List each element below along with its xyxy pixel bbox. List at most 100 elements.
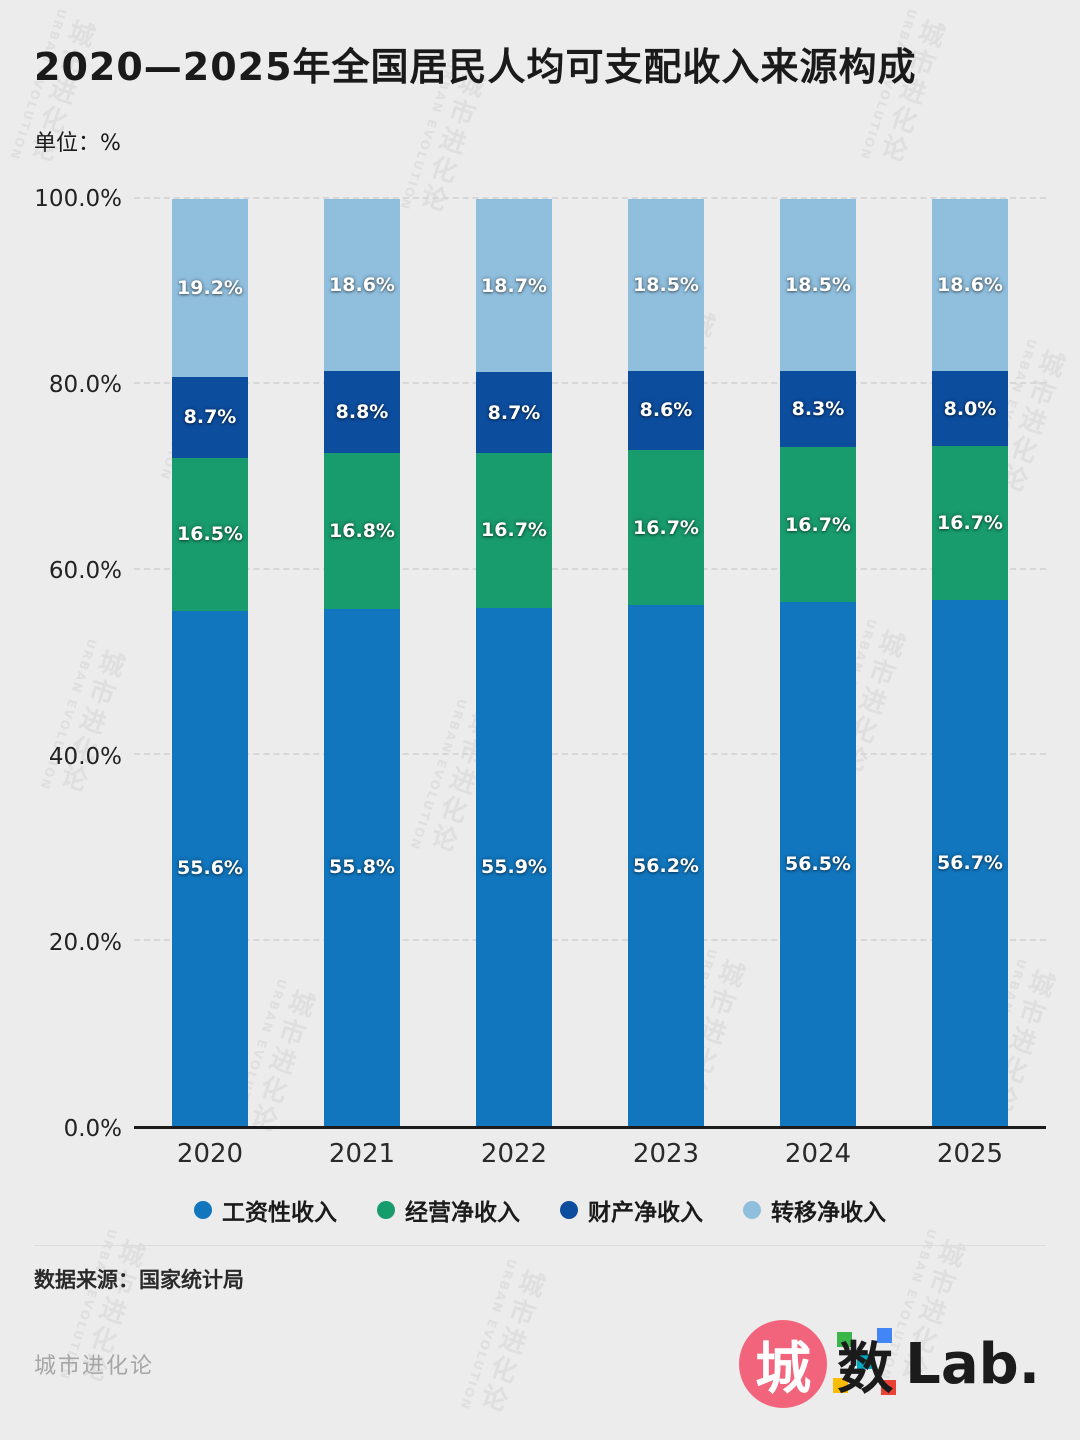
bar-segment-value: 18.7% <box>481 274 547 297</box>
y-axis-tick: 40.0% <box>48 744 122 770</box>
bar-segment-value: 16.8% <box>329 519 395 542</box>
x-axis-labels: 2020 2021 2022 2023 2024 2025 <box>134 1139 1046 1169</box>
logo-cheng-char: 城 <box>755 1336 812 1402</box>
bar-segment: 8.7% <box>172 377 248 458</box>
bar-column-2021: 55.8% 16.8% 8.8% 18.6% <box>286 199 438 1126</box>
legend-label: 转移净收入 <box>771 1200 886 1226</box>
legend-label: 财产净收入 <box>588 1200 703 1226</box>
logo-lab-text: Lab. <box>905 1331 1040 1397</box>
stacked-bar: 56.7% 16.7% 8.0% 18.6% <box>932 199 1008 1126</box>
bars-row: 55.6% 16.5% 8.7% 19.2% 55.8% 16.8% 8.8% 18.6% 55… <box>134 199 1046 1126</box>
bar-segment: 56.7% <box>932 600 1008 1126</box>
bar-segment-value: 55.8% <box>329 856 395 879</box>
bar-segment-value: 18.5% <box>785 273 851 296</box>
logo-pixel-icon <box>857 1354 873 1369</box>
bar-segment-value: 19.2% <box>177 277 243 300</box>
bar-segment-value: 18.6% <box>329 274 395 297</box>
bar-segment-value: 16.7% <box>785 513 851 536</box>
bar-segment: 19.2% <box>172 199 248 377</box>
bar-segment-value: 56.2% <box>633 854 699 877</box>
y-axis-tick: 80.0% <box>48 372 122 398</box>
x-axis-label: 2023 <box>632 1139 700 1169</box>
bar-segment-value: 8.6% <box>639 399 693 422</box>
bar-segment-value: 18.6% <box>937 274 1003 297</box>
bar-segment-value: 16.7% <box>633 516 699 539</box>
cheng-shu-lab-logo: 城 数 Lab. <box>739 1320 1040 1408</box>
bar-segment-value: 55.9% <box>481 855 547 878</box>
bar-segment-value: 55.6% <box>177 857 243 880</box>
bar-segment: 8.6% <box>628 370 704 451</box>
x-axis-label: 2024 <box>784 1139 852 1169</box>
legend-dot-icon <box>194 1201 212 1219</box>
chart-legend: 工资性收入 经营净收入 财产净收入 转移净收入 <box>34 1193 1046 1227</box>
logo-pixel-icon <box>833 1378 849 1393</box>
y-axis-tick: 60.0% <box>48 558 122 584</box>
logo-pixel-icon <box>881 1380 897 1395</box>
logo-cheng-block: 城 <box>739 1320 828 1408</box>
bar-segment: 18.7% <box>476 199 552 373</box>
legend-label: 经营净收入 <box>405 1200 520 1226</box>
bar-column-2024: 56.5% 16.7% 8.3% 18.5% <box>742 199 894 1126</box>
x-axis-label: 2022 <box>480 1139 548 1169</box>
bar-segment: 56.2% <box>628 605 704 1126</box>
bar-segment-value: 8.7% <box>183 406 237 429</box>
legend-item: 转移净收入 <box>743 1193 886 1227</box>
data-source-text: 数据来源：国家统计局 <box>34 1268 244 1292</box>
x-axis-label: 2020 <box>176 1139 244 1169</box>
bar-segment-value: 16.7% <box>937 512 1003 534</box>
gridline <box>134 567 1046 570</box>
bar-column-2025: 56.7% 16.7% 8.0% 18.6% <box>894 199 1046 1126</box>
bar-segment: 16.7% <box>932 445 1008 601</box>
bar-segment-value: 8.0% <box>943 397 997 420</box>
bar-segment: 16.7% <box>780 447 856 603</box>
bar-segment: 16.8% <box>324 453 400 609</box>
stacked-bar: 56.2% 16.7% 8.6% 18.5% <box>628 199 704 1126</box>
logo-shu-char: 数 <box>837 1336 894 1402</box>
bar-segment-value: 8.3% <box>791 397 845 420</box>
bar-segment: 55.8% <box>324 608 400 1126</box>
plot-area: 55.6% 16.5% 8.7% 19.2% 55.8% 16.8% 8.8% 18.6% 55… <box>134 197 1046 1129</box>
gridline <box>134 753 1046 756</box>
bar-segment: 55.9% <box>476 607 552 1126</box>
bar-segment: 8.7% <box>476 372 552 454</box>
brand-text: 城市进化论 <box>34 1354 155 1379</box>
bar-column-2022: 55.9% 16.7% 8.7% 18.7% <box>438 199 590 1126</box>
bar-column-2023: 56.2% 16.7% 8.6% 18.5% <box>590 199 742 1126</box>
gridline <box>134 382 1046 385</box>
logo-shu-block: 数 <box>829 1320 901 1408</box>
bar-segment: 18.6% <box>324 199 400 372</box>
bar-segment-value: 8.7% <box>487 401 541 424</box>
legend-item: 财产净收入 <box>560 1193 703 1227</box>
legend-dot-icon <box>377 1201 395 1219</box>
y-axis-tick: 0.0% <box>63 1116 122 1142</box>
bar-segment: 8.3% <box>780 370 856 448</box>
bar-segment-value: 56.7% <box>937 852 1003 875</box>
legend-item: 经营净收入 <box>377 1193 520 1227</box>
logo-pixel-icon <box>877 1328 893 1343</box>
x-axis-label: 2025 <box>936 1139 1004 1169</box>
page-title: 2020—2025年全国居民人均可支配收入来源构成 <box>34 45 917 89</box>
y-axis-tick: 100.0% <box>34 186 122 212</box>
y-axis-tick: 20.0% <box>48 930 122 956</box>
bar-segment: 56.5% <box>780 602 856 1126</box>
bar-column-2020: 55.6% 16.5% 8.7% 19.2% <box>134 199 286 1126</box>
bar-segment-value: 56.5% <box>785 853 851 876</box>
stacked-bar: 55.8% 16.8% 8.8% 18.6% <box>324 199 400 1126</box>
source-row: 数据来源：国家统计局 <box>34 1245 1046 1294</box>
bar-segment: 16.7% <box>476 453 552 608</box>
bar-segment: 8.0% <box>932 371 1008 446</box>
bar-segment: 18.5% <box>628 199 704 371</box>
logo-pixel-icon <box>837 1332 853 1347</box>
bar-segment: 16.7% <box>628 450 704 606</box>
legend-dot-icon <box>743 1201 761 1219</box>
footer: 城市进化论 城 数 Lab. <box>34 1320 1046 1408</box>
grid-layer <box>134 197 1046 1126</box>
bar-segment: 8.8% <box>324 371 400 453</box>
bar-segment: 18.6% <box>932 199 1008 372</box>
gridline <box>134 938 1046 941</box>
legend-item: 工资性收入 <box>194 1193 337 1227</box>
bar-segment-value: 18.5% <box>633 273 699 296</box>
bar-segment: 16.5% <box>172 457 248 611</box>
stacked-bar: 56.5% 16.7% 8.3% 18.5% <box>780 199 856 1126</box>
